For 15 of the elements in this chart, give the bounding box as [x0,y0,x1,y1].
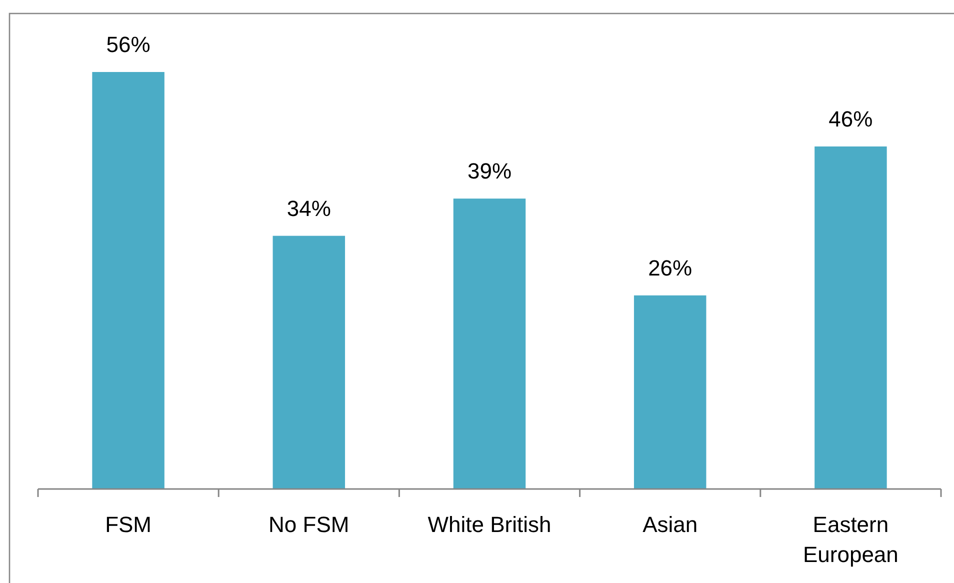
bar [814,146,887,489]
bar [272,236,346,489]
data-label: 39% [467,158,512,184]
bar [92,72,164,489]
bar [453,198,526,489]
bar [634,295,706,489]
x-tick-label: FSM [105,512,152,537]
data-label: 34% [286,196,331,221]
x-tick-label: No FSM [268,512,350,537]
x-tick-label: White British [428,512,552,537]
data-label: 56% [106,32,150,57]
x-tick-label: Asian [642,512,698,537]
data-label: 46% [828,106,873,132]
data-label: 26% [648,255,692,280]
x-tick-label: Eastern European [802,512,898,567]
